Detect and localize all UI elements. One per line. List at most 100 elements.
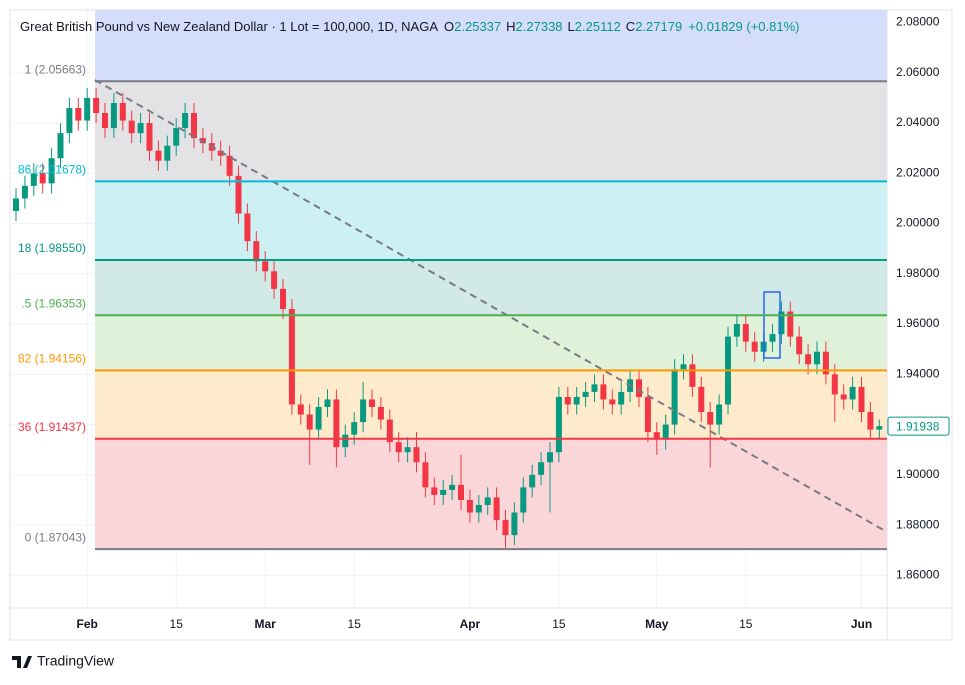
candle-body xyxy=(475,504,482,513)
candle-body xyxy=(351,422,358,435)
candle-body xyxy=(769,334,776,342)
candle-body xyxy=(778,311,785,335)
candle-body xyxy=(609,399,616,405)
candle-body xyxy=(814,351,820,365)
candle-body xyxy=(191,113,197,139)
last-price-label: 1.91938 xyxy=(896,419,940,433)
x-tick-label: Mar xyxy=(255,617,277,631)
candle-body xyxy=(288,309,295,405)
x-tick-label: Jun xyxy=(851,617,872,631)
candle-body xyxy=(66,107,73,134)
x-tick-label: 15 xyxy=(739,617,753,631)
candle-body xyxy=(164,145,171,161)
highlight-box xyxy=(763,291,781,359)
fib-band xyxy=(95,315,887,371)
candle-body xyxy=(413,447,420,463)
candle-body xyxy=(182,113,189,129)
ohlc-label: C xyxy=(626,19,635,34)
candle-body xyxy=(796,336,803,355)
change: +0.01829 (+0.81%) xyxy=(688,19,799,34)
last-price-box xyxy=(887,416,950,436)
fib-label: 86 (2.01678) xyxy=(18,163,86,177)
x-tick-label: 15 xyxy=(170,617,184,631)
candle-body xyxy=(173,128,180,146)
candle-body xyxy=(333,399,340,448)
x-tick-label: May xyxy=(645,617,669,631)
fib-band xyxy=(95,81,887,182)
y-tick-label: 1.90000 xyxy=(896,467,940,481)
candle-body xyxy=(431,487,438,495)
ohlc-label: L xyxy=(568,19,575,34)
fib-label: 82 (1.94156) xyxy=(18,352,86,366)
candle-body xyxy=(698,386,705,413)
candle-body xyxy=(867,412,874,430)
candle-body xyxy=(662,424,669,440)
candle-body xyxy=(858,386,865,413)
ohlc-value: 2.27179 xyxy=(635,19,682,34)
ohlc-label: O xyxy=(444,19,454,34)
x-tick-label: Apr xyxy=(460,617,481,631)
candle-body xyxy=(306,414,313,430)
candle-body xyxy=(57,133,64,159)
candle-body xyxy=(466,499,473,513)
candle-body xyxy=(493,497,500,521)
candle-body xyxy=(93,97,100,114)
fib-label: 0 (1.87043) xyxy=(25,530,86,544)
y-tick-label: 2.06000 xyxy=(896,65,940,79)
fib-label: 1 (2.05663) xyxy=(25,62,86,76)
brand-logo: TradingView xyxy=(12,653,115,669)
candle-body xyxy=(395,442,402,453)
fib-area xyxy=(10,10,887,608)
candle-body xyxy=(582,391,589,397)
fib-band xyxy=(95,370,887,439)
candle-body xyxy=(137,123,144,134)
candle-body xyxy=(369,399,375,407)
candle-body xyxy=(377,406,384,420)
candle-body xyxy=(876,426,883,430)
candle-body xyxy=(573,396,580,405)
candle-body xyxy=(520,487,527,513)
candle-body xyxy=(226,155,233,176)
candle-body xyxy=(849,386,856,400)
y-tick-label: 1.94000 xyxy=(896,366,940,380)
y-tick-label: 2.02000 xyxy=(896,165,940,179)
candle-body xyxy=(404,447,411,453)
y-tick-label: 1.98000 xyxy=(896,266,940,280)
candle-body xyxy=(324,399,331,407)
x-tick-label: 15 xyxy=(348,617,362,631)
candle-body xyxy=(217,150,224,156)
y-tick-label: 1.96000 xyxy=(896,316,940,330)
fib-label: .5 (1.96353) xyxy=(21,296,86,310)
candle-body xyxy=(39,173,46,184)
candle-body xyxy=(110,102,117,129)
candle-body xyxy=(840,394,847,400)
candle-body xyxy=(618,391,625,405)
title: Great British Pound vs New Zealand Dolla… xyxy=(20,19,438,34)
candle-body xyxy=(235,175,242,214)
candle-body xyxy=(75,107,82,121)
candle-body xyxy=(547,452,553,463)
candle-body xyxy=(529,474,536,488)
y-tick-label: 2.08000 xyxy=(896,15,940,29)
brand: TradingView xyxy=(37,653,115,669)
fib-band xyxy=(95,181,887,261)
candle-body xyxy=(680,364,687,370)
candle-body xyxy=(484,497,491,505)
candle-body xyxy=(600,384,607,400)
candle-body xyxy=(48,158,55,184)
candle-body xyxy=(822,351,829,375)
fib-label: 18 (1.98550) xyxy=(18,241,86,255)
candle-body xyxy=(155,150,162,161)
candle-body xyxy=(502,520,509,536)
candle-body xyxy=(262,261,269,272)
candle-body xyxy=(280,288,286,309)
candle-body xyxy=(13,198,19,212)
candle-body xyxy=(511,512,518,536)
ohlc-label: H xyxy=(506,19,515,34)
candle-body xyxy=(342,434,349,448)
candle-body xyxy=(386,419,393,443)
candle-body xyxy=(297,404,304,415)
candle-body xyxy=(538,462,545,475)
fib-band xyxy=(95,260,887,316)
